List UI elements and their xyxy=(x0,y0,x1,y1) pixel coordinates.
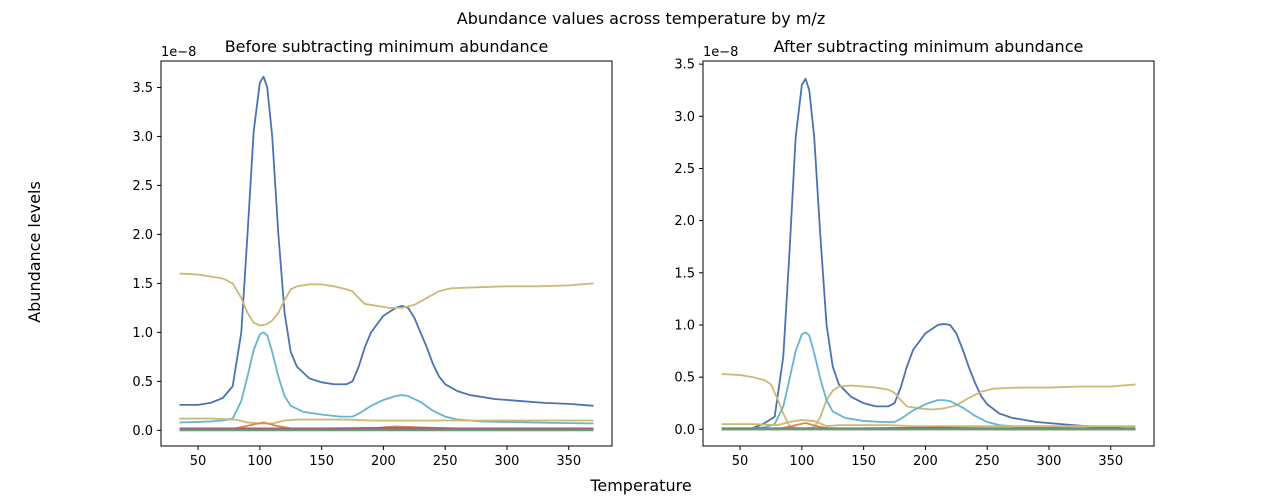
after-x-tick-label-2: 150 xyxy=(851,454,876,469)
before-y-tick-label-5: 2.5 xyxy=(132,179,153,194)
before-x-tick-label-5: 300 xyxy=(495,454,520,469)
before-x-tick-label-2: 150 xyxy=(309,454,334,469)
before-y-tick-label-2: 1.0 xyxy=(132,326,153,341)
after-y-tick-label-6: 3.0 xyxy=(674,110,695,125)
after-x-tick-label-5: 300 xyxy=(1037,454,1062,469)
before-y-tick-label-0: 0.0 xyxy=(132,424,153,439)
after-y-tick-label-3: 1.5 xyxy=(674,266,695,281)
after-y-tick-label-5: 2.5 xyxy=(674,162,695,177)
after-y-tick-label-0: 0.0 xyxy=(674,423,695,438)
after-y-tick-label-4: 2.0 xyxy=(674,214,695,229)
after-x-tick-label-4: 250 xyxy=(975,454,1000,469)
before-y-tick-label-1: 0.5 xyxy=(132,375,153,390)
figure-ylabel: Abundance levels xyxy=(25,181,44,323)
after-x-tick-label-0: 50 xyxy=(732,454,749,469)
after-y-tick-label-2: 1.0 xyxy=(674,318,695,333)
after-series-line-0 xyxy=(722,79,1136,430)
before-axes-frame xyxy=(161,61,612,446)
before-x-tick-label-0: 50 xyxy=(190,454,207,469)
axes-before: Before subtracting minimum abundance 1e−8… xyxy=(132,37,612,469)
before-y-tick-label-6: 3.0 xyxy=(132,130,153,145)
before-x-tick-label-6: 350 xyxy=(556,454,581,469)
after-x-tick-label-1: 100 xyxy=(789,454,814,469)
after-series-group xyxy=(722,79,1136,430)
axes-after: After subtracting minimum abundance 1e−8 5… xyxy=(674,37,1154,469)
before-y-tick-label-3: 1.5 xyxy=(132,277,153,292)
before-x-tick-label-1: 100 xyxy=(247,454,272,469)
before-y-scale-label: 1e−8 xyxy=(161,45,196,60)
after-axes-frame xyxy=(703,61,1154,446)
figure-suptitle: Abundance values across temperature by m… xyxy=(457,9,825,28)
after-x-tick-label-6: 350 xyxy=(1098,454,1123,469)
after-y-tick-label-1: 0.5 xyxy=(674,371,695,386)
after-x-tick-label-3: 200 xyxy=(913,454,938,469)
before-x-tick-label-3: 200 xyxy=(371,454,396,469)
after-y-scale-label: 1e−8 xyxy=(703,45,738,60)
figure-xlabel: Temperature xyxy=(589,476,691,495)
before-x-tick-label-4: 250 xyxy=(433,454,458,469)
after-chart-title: After subtracting minimum abundance xyxy=(774,37,1084,56)
before-series-line-0 xyxy=(180,77,594,406)
before-chart-title: Before subtracting minimum abundance xyxy=(225,37,549,56)
before-y-tick-label-7: 3.5 xyxy=(132,81,153,96)
before-series-line-2 xyxy=(180,332,594,423)
before-series-group xyxy=(180,77,594,431)
before-y-tick-label-4: 2.0 xyxy=(132,228,153,243)
after-y-tick-label-7: 3.5 xyxy=(674,58,695,73)
